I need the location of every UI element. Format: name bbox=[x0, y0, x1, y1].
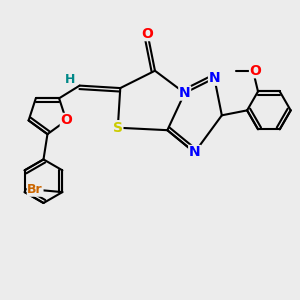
Text: N: N bbox=[189, 146, 200, 160]
Text: O: O bbox=[60, 113, 72, 128]
Text: S: S bbox=[113, 121, 123, 135]
Text: N: N bbox=[208, 71, 220, 85]
Text: O: O bbox=[250, 64, 262, 78]
Text: N: N bbox=[179, 86, 190, 100]
Text: O: O bbox=[142, 27, 154, 40]
Text: Br: Br bbox=[27, 183, 43, 196]
Text: H: H bbox=[64, 73, 75, 86]
